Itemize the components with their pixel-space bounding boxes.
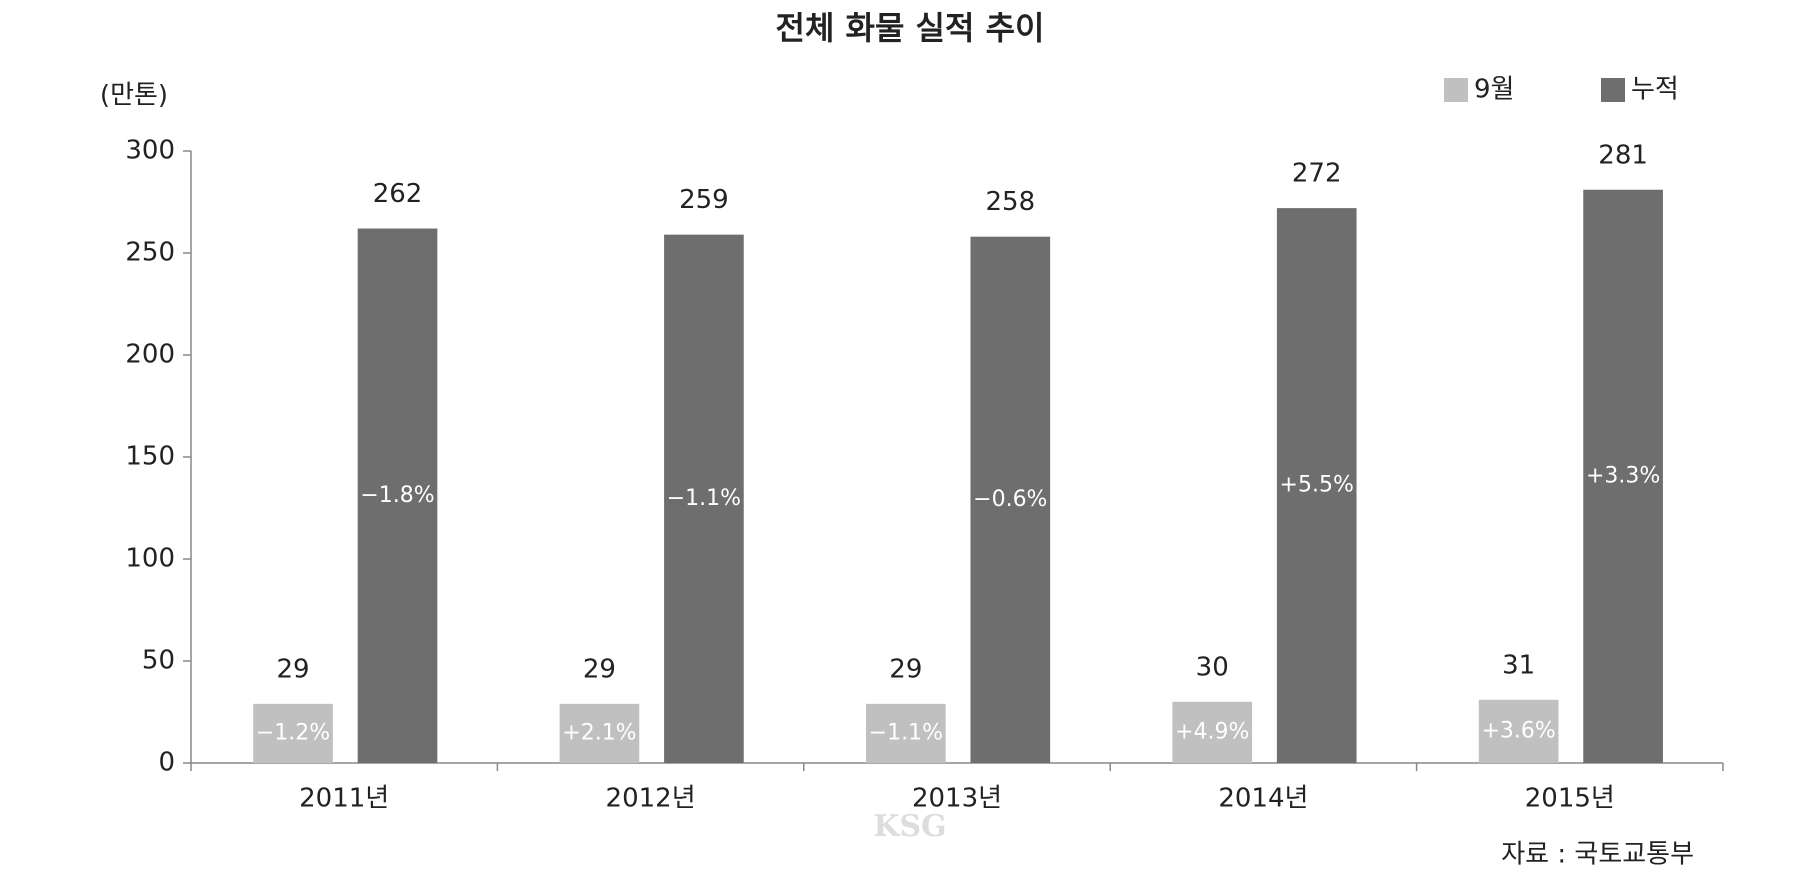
value-label: 272 [1292,159,1342,189]
bar [865,703,946,763]
bar [1478,699,1559,763]
bar [253,703,333,763]
y-tick-label: 200 [125,340,175,370]
y-tick-label: 250 [125,238,175,268]
bar [1172,701,1253,763]
source-note: 자료 : 국토교통부 [1501,840,1694,870]
value-label: 29 [583,654,616,684]
watermark: KSG [873,809,946,844]
x-tick-label: 2011년 [299,784,389,814]
value-label: 31 [1502,650,1535,680]
growth-label: −0.6% [973,487,1047,512]
bar [357,228,438,763]
bar [1276,208,1357,763]
y-tick-label: 0 [158,748,175,778]
legend-swatch [1601,78,1625,102]
value-label: 258 [985,187,1035,217]
value-label: 29 [889,654,922,684]
y-tick-label: 50 [142,646,175,676]
value-label: 262 [373,179,423,209]
growth-label: −1.8% [360,483,434,508]
bar [664,234,744,763]
y-tick-label: 300 [125,136,175,166]
y-axis-label: (만톤) [100,81,168,111]
growth-label: +4.9% [1175,719,1249,744]
growth-label: +3.3% [1586,463,1660,488]
legend-swatch [1444,78,1468,102]
x-tick-label: 2013년 [912,784,1002,814]
y-tick-label: 150 [125,442,175,472]
growth-label: +5.5% [1280,473,1354,498]
value-label: 259 [679,185,729,215]
bar [970,236,1051,763]
bar [559,703,640,763]
growth-label: +2.1% [562,720,636,745]
x-tick-label: 2012년 [606,784,696,814]
x-tick-label: 2014년 [1218,784,1308,814]
growth-label: −1.1% [667,486,741,511]
bar [1583,189,1663,763]
growth-label: −1.1% [869,720,943,745]
value-label: 29 [276,654,309,684]
growth-label: −1.2% [256,720,330,745]
growth-label: +3.6% [1481,718,1555,743]
chart-title: 전체 화물 실적 추이 [776,9,1045,47]
legend-label: 9월 [1474,75,1514,105]
y-tick-label: 100 [125,544,175,574]
legend-label: 누적 [1631,75,1679,105]
value-label: 30 [1196,652,1229,682]
value-label: 281 [1598,140,1648,170]
x-tick-label: 2015년 [1525,784,1615,814]
